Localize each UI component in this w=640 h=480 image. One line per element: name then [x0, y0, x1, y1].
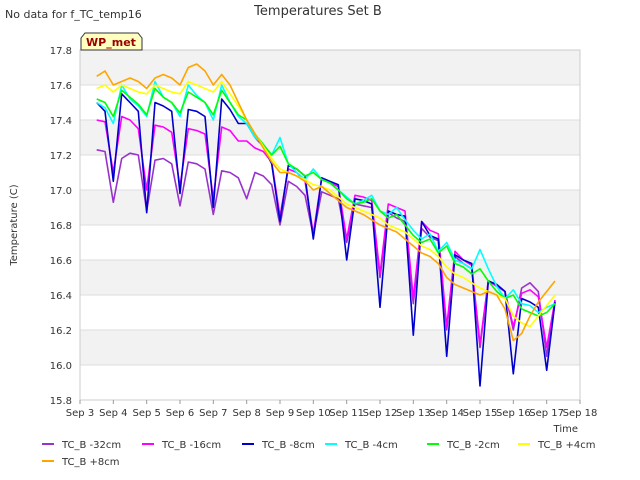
badge-label: WP_met	[86, 36, 136, 49]
x-tick-label: Sep 14	[429, 408, 464, 419]
plot-band	[80, 225, 580, 260]
plot-band	[80, 295, 580, 330]
x-tick-label: Sep 18	[563, 408, 598, 419]
plot-band	[80, 155, 580, 190]
y-tick-label: 16.2	[50, 326, 72, 337]
y-tick-label: 17.8	[50, 46, 72, 57]
legend-label: TC_B +4cm	[537, 440, 596, 451]
x-tick-label: Sep 7	[199, 408, 227, 419]
legend-label: TC_B -4cm	[344, 440, 398, 451]
x-tick-label: Sep 9	[266, 408, 294, 419]
plot-background	[80, 50, 580, 400]
y-tick-label: 16.0	[50, 361, 72, 372]
legend-label: TC_B -2cm	[446, 440, 500, 451]
no-data-note: No data for f_TC_temp16	[5, 8, 142, 21]
x-tick-label: Sep 4	[99, 408, 127, 419]
badge-shape	[80, 32, 143, 51]
x-tick-label: Sep 13	[396, 408, 431, 419]
series-lines	[96, 63, 556, 387]
y-tick-label: 16.8	[50, 221, 72, 232]
y-tick-label: 17.6	[50, 81, 72, 92]
legend: TC_B -32cm TC_B -16cm TC_B -8cm TC_B -4cm TC…	[42, 440, 596, 468]
plot-band	[80, 260, 580, 295]
plot-band	[80, 50, 580, 85]
y-tick-label: 16.4	[50, 291, 72, 302]
x-tick-label: Sep 17	[529, 408, 564, 419]
series-line-tc-b-8cm	[96, 93, 556, 387]
y-axis-ticks: 15.8 16.0 16.2 16.4 16.6 16.8 17.0 17.2 17.4 17.6…	[50, 46, 72, 407]
y-tick-label: 17.0	[50, 186, 72, 197]
plot-band	[80, 120, 580, 155]
plot-band	[80, 365, 580, 400]
x-tick-label: Sep 6	[166, 408, 194, 419]
plot-frame	[79, 49, 581, 401]
legend-label: TC_B -32cm	[61, 440, 121, 451]
x-axis-label: Time	[553, 424, 578, 435]
y-tick-label: 15.8	[50, 396, 72, 407]
x-tick-label: Sep 8	[232, 408, 260, 419]
x-tick-label: Sep 15	[463, 408, 498, 419]
y-tick-label: 17.4	[50, 116, 72, 127]
legend-label: TC_B +8cm	[61, 457, 120, 468]
x-tick-label: Sep 16	[496, 408, 531, 419]
plot-band	[80, 85, 580, 120]
chart-title: Temperatures Set B	[253, 4, 382, 19]
series-line-tc-b-4cm	[96, 80, 556, 328]
x-tick-label: Sep 10	[296, 408, 331, 419]
series-line-tc-b-2cm	[96, 87, 556, 317]
y-tick-label: 17.2	[50, 151, 72, 162]
x-tick-label: Sep 11	[329, 408, 364, 419]
y-tick-label: 16.6	[50, 256, 72, 267]
legend-label: TC_B -16cm	[161, 440, 221, 451]
plot-band	[80, 330, 580, 365]
x-tick-label: Sep 3	[66, 408, 94, 419]
series-line-tc-b-8cm	[96, 63, 556, 342]
station-badge: WP_met	[80, 32, 143, 51]
y-axis-label: Temperature (C)	[9, 184, 20, 266]
legend-label: TC_B -8cm	[261, 440, 315, 451]
x-tick-label: Sep 12	[363, 408, 398, 419]
x-axis-ticks: Sep 3 Sep 4 Sep 5 Sep 6 Sep 7 Sep 8 Sep 9 Sep 1…	[66, 400, 598, 419]
x-tick-label: Sep 5	[132, 408, 160, 419]
